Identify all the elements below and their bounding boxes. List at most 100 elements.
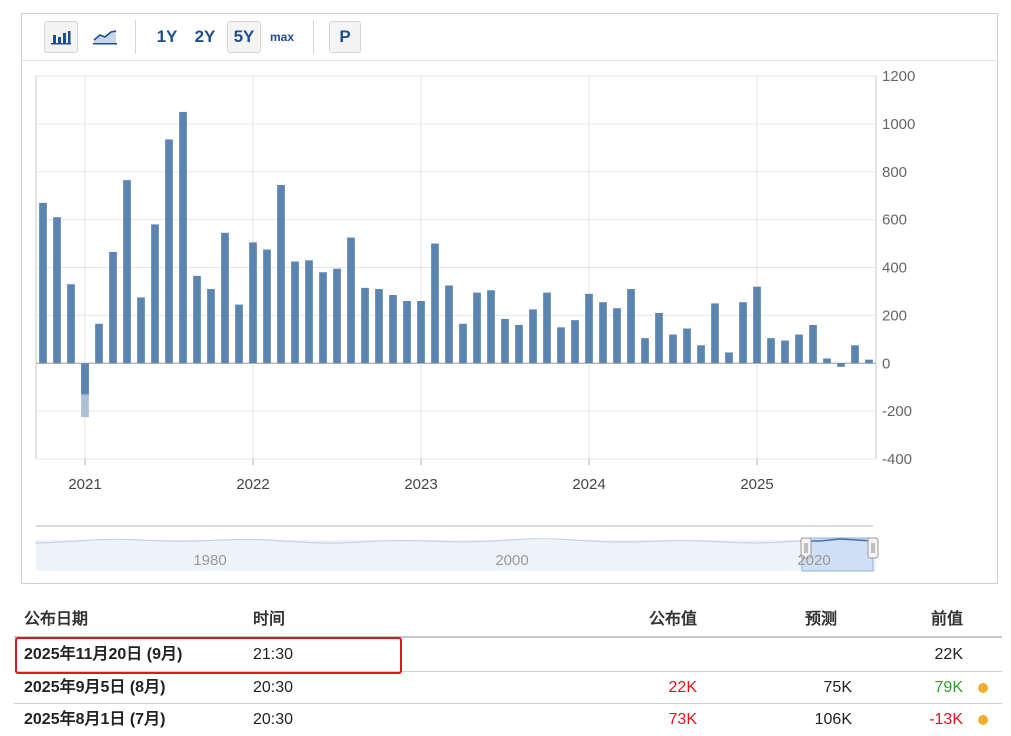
x-tick-label: 2022 [236,476,269,493]
range-5y-button[interactable]: 5Y [227,21,261,53]
navigator-tick-label: 2020 [797,552,830,569]
bar [445,285,453,364]
bar [333,268,341,364]
bar [683,328,691,364]
bar [655,312,663,364]
y-tick-label: 600 [882,212,907,229]
bar [137,297,145,364]
bar [711,303,719,364]
header-previous: 前值 [930,611,963,628]
bar [165,139,173,364]
bar [725,352,733,364]
header-date: 公布日期 [24,611,89,628]
bar [613,308,621,364]
x-tick-label: 2023 [404,476,437,493]
bar [599,302,607,364]
navigator-tick-label: 1980 [193,552,226,569]
row-actual: 22K [668,679,697,696]
toolbar-separator [135,20,136,54]
y-tick-label: 1200 [882,68,915,85]
bar [109,251,117,364]
bar [823,358,831,364]
bar [739,302,747,364]
navigator-handle-right[interactable] [867,537,879,559]
bar [809,324,817,364]
y-tick-label: 0 [882,355,890,372]
row-time: 20:30 [253,679,294,696]
y-tick-label: -400 [882,451,912,468]
range-1y-button[interactable]: 1Y [156,27,178,46]
p-button[interactable]: P [329,21,361,53]
y-tick-label: 400 [882,260,907,277]
toolbar-separator [313,20,314,54]
line-chart-icon[interactable] [88,21,122,53]
row-previous: 79K [934,679,963,696]
table-header-row: 公布日期 时间 公布值 预测 前值 [14,604,1002,636]
bar [641,338,649,364]
bar [39,202,47,364]
bar [81,363,89,395]
y-tick-label: 200 [882,307,907,324]
bar [543,292,551,364]
bar [417,301,425,364]
bar [585,293,593,364]
table-row[interactable]: 2025年11月20日 (9月) 21:30 22K [14,639,1002,671]
navigator-series-line [35,538,877,544]
bar-chart-icon[interactable] [44,21,78,53]
row-divider [14,671,1002,672]
bar [431,243,439,364]
bar [319,272,327,364]
bar [375,289,383,364]
y-tick-label: 1000 [882,116,915,133]
row-time: 20:30 [253,711,294,728]
range-2y-button[interactable]: 2Y [194,27,216,46]
y-tick-label: -200 [882,403,912,420]
bar [67,284,75,364]
bar [291,261,299,364]
row-time: 21:30 [253,646,294,663]
bar [529,309,537,364]
revision-dot-icon [978,715,988,725]
row-divider [14,703,1002,704]
revision-dot-icon [978,683,988,693]
bar [95,323,103,364]
x-tick-label: 2025 [740,476,773,493]
row-previous: 22K [934,646,963,663]
navigator-selection [801,537,874,572]
bar [697,345,705,364]
y-tick-label: 800 [882,164,907,181]
row-date: 2025年8月1日 (7月) [24,711,166,728]
table-row[interactable]: 2025年9月5日 (8月) 20:30 22K 75K 79K [14,672,1002,704]
row-actual: 73K [668,711,697,728]
header-actual: 公布值 [648,611,697,628]
bar [193,275,201,364]
bar [515,324,523,364]
header-divider [14,636,1002,638]
navigator-handle-left[interactable] [800,537,812,559]
bar [403,301,411,364]
range-max-button[interactable]: max [269,30,295,44]
bar [389,295,397,364]
navigator-tick-label: 2000 [495,552,528,569]
bar [263,249,271,364]
bar [669,334,677,364]
bar [557,327,565,364]
highlight-box [15,637,402,674]
bar [753,286,761,364]
bar [347,237,355,364]
x-tick-label: 2024 [572,476,605,493]
header-forecast: 预测 [804,611,837,628]
bar [795,334,803,364]
bar [781,340,789,364]
bar [361,287,369,364]
bar [627,289,635,364]
navigator-area [36,540,876,571]
bar [865,359,873,364]
row-date: 2025年9月5日 (8月) [24,679,166,696]
header-time: 时间 [253,611,286,628]
bar [501,318,509,364]
table-row[interactable]: 2025年8月1日 (7月) 20:30 73K 106K -13K [14,704,1002,736]
bar [487,290,495,364]
bar [305,260,313,364]
bar [459,323,467,364]
